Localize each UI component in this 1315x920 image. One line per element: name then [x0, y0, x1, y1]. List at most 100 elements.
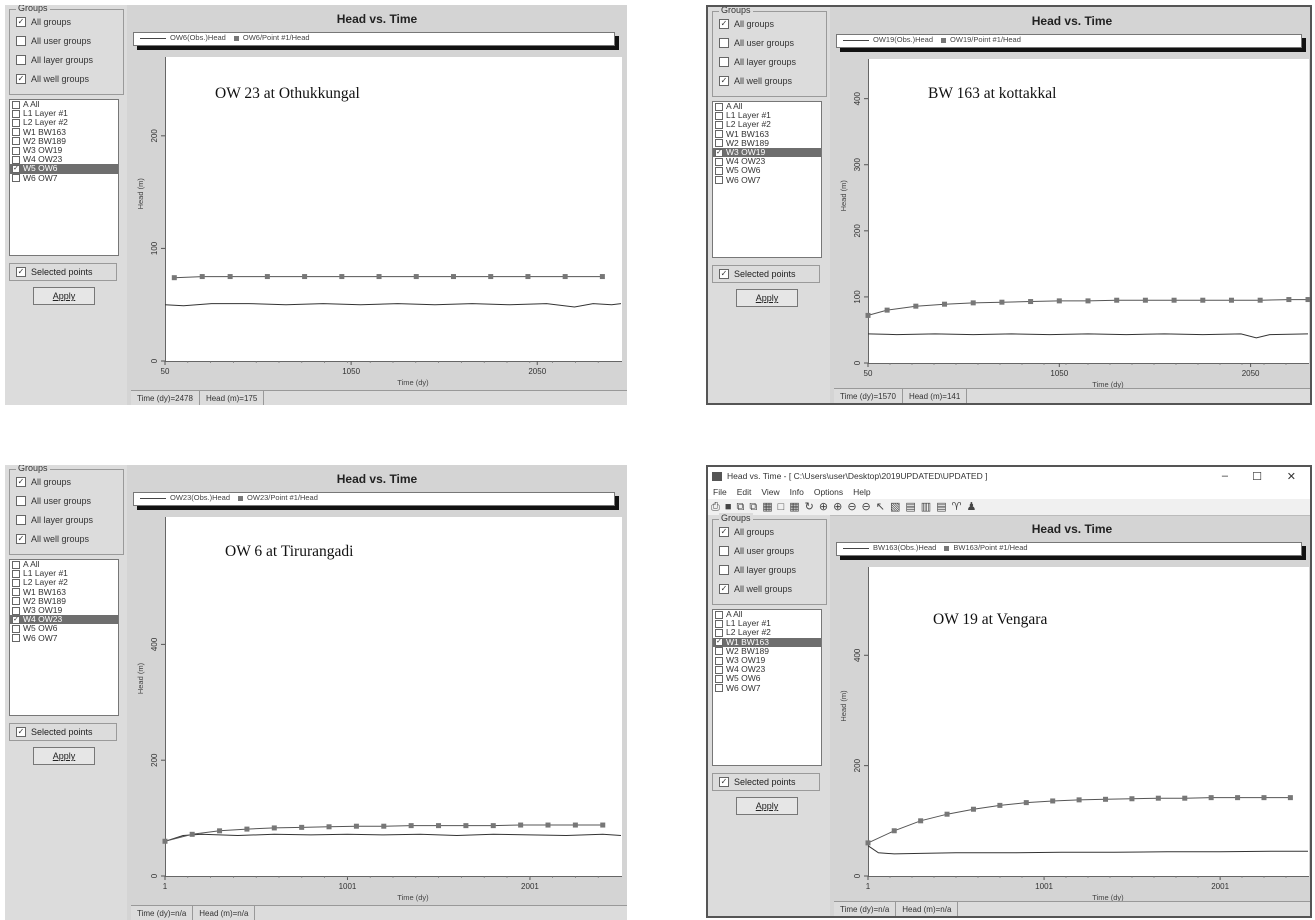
well-list-item[interactable]: W1 BW163	[713, 129, 821, 139]
menu-edit[interactable]: Edit	[736, 487, 752, 497]
well-list-item[interactable]: W4 OW23	[713, 665, 821, 674]
checkbox[interactable]	[12, 155, 20, 164]
well-list-item[interactable]: W2 BW189	[713, 138, 821, 148]
checkbox-checked[interactable]: ✓	[16, 534, 26, 544]
checkbox[interactable]	[12, 597, 20, 606]
well-list-item[interactable]: W6 OW7	[713, 175, 821, 185]
checkbox[interactable]	[719, 57, 729, 67]
well-list-item[interactable]: L2 Layer #2	[713, 628, 821, 637]
table-icon[interactable]: ▥	[920, 501, 932, 513]
checkbox[interactable]	[12, 109, 20, 118]
well-list-item[interactable]: ✓ W4 OW23	[10, 615, 118, 625]
checkbox[interactable]	[715, 111, 723, 120]
checkbox-checked[interactable]: ✓	[16, 727, 26, 737]
checkbox[interactable]	[12, 100, 20, 109]
well-list[interactable]: A All L1 Layer #1 L2 Layer #2 W1 BW163 W2 BW…	[9, 559, 119, 716]
checkbox[interactable]	[12, 569, 20, 578]
zoom-out-icon[interactable]: ⊖	[847, 501, 857, 513]
apply-button[interactable]: Apply	[33, 287, 95, 305]
well-list-item[interactable]: L1 Layer #1	[10, 109, 118, 118]
well-list-item[interactable]: W6 OW7	[10, 173, 118, 183]
well-list-item[interactable]: W3 OW19	[713, 656, 821, 665]
checkbox[interactable]	[715, 610, 723, 619]
selected-points-row[interactable]: ✓ Selected points	[9, 263, 117, 281]
well-list-item[interactable]: L1 Layer #1	[713, 111, 821, 120]
well-list[interactable]: A All L1 Layer #1 L2 Layer #2 W1 BW163 W2 BW…	[712, 101, 822, 258]
group-checkbox-row[interactable]: ✓ All groups	[16, 477, 71, 487]
well-list-item[interactable]: A All	[713, 610, 821, 619]
checkbox[interactable]	[719, 546, 729, 556]
checkbox[interactable]	[16, 55, 26, 65]
checkbox-checked[interactable]: ✓	[719, 76, 729, 86]
zoom-in-2-icon[interactable]: ⊕	[833, 501, 843, 513]
group-checkbox-row[interactable]: ✓ All well groups	[719, 76, 792, 86]
well-list-item[interactable]: A All	[10, 100, 118, 109]
well-list-item[interactable]: W6 OW7	[10, 633, 118, 643]
checkbox[interactable]	[715, 102, 723, 111]
group-checkbox-row[interactable]: All layer groups	[719, 565, 796, 575]
group-checkbox-row[interactable]: ✓ All well groups	[16, 74, 89, 84]
checkbox-checked[interactable]: ✓	[715, 148, 723, 157]
checkbox[interactable]	[719, 565, 729, 575]
group-checkbox-row[interactable]: ✓ All groups	[719, 19, 774, 29]
checkbox[interactable]	[12, 588, 20, 597]
well-list-item[interactable]: W4 OW23	[713, 157, 821, 166]
group-checkbox-row[interactable]: All user groups	[16, 496, 91, 506]
checkbox[interactable]	[12, 606, 20, 615]
minimize-button[interactable]: –	[1221, 470, 1228, 482]
menu-view[interactable]: View	[761, 487, 780, 497]
menu-options[interactable]: Options	[813, 487, 844, 497]
group-checkbox-row[interactable]: All user groups	[719, 38, 794, 48]
checkbox[interactable]	[715, 619, 723, 628]
group-checkbox-row[interactable]: ✓ All groups	[719, 527, 774, 537]
group-checkbox-row[interactable]: ✓ All groups	[16, 17, 71, 27]
copy-icon[interactable]: ⧉	[736, 501, 745, 513]
pointer-icon[interactable]: ↖	[875, 501, 885, 513]
group-checkbox-row[interactable]: All layer groups	[16, 515, 93, 525]
checkbox[interactable]	[715, 665, 723, 674]
checkbox-checked[interactable]: ✓	[16, 74, 26, 84]
checkbox[interactable]	[12, 624, 20, 633]
checkbox[interactable]	[715, 130, 723, 139]
rotate-icon[interactable]: ↻	[804, 501, 814, 513]
zoom-out-2-icon[interactable]: ⊖	[861, 501, 871, 513]
group-checkbox-row[interactable]: All user groups	[719, 546, 794, 556]
well-list-item[interactable]: A All	[713, 102, 821, 111]
well-list-item[interactable]: W1 BW163	[10, 127, 118, 137]
checkbox[interactable]	[715, 684, 723, 693]
chart-icon[interactable]: ▦	[789, 501, 800, 513]
well-list-item[interactable]: L2 Layer #2	[713, 120, 821, 129]
group-checkbox-row[interactable]: All layer groups	[719, 57, 796, 67]
well-list-item[interactable]: L2 Layer #2	[10, 118, 118, 127]
checkbox[interactable]	[12, 634, 20, 643]
well-list-item[interactable]: ✓ W1 BW163	[713, 637, 821, 647]
selected-points-row[interactable]: ✓ Selected points	[712, 773, 820, 791]
checkbox-checked[interactable]: ✓	[12, 164, 20, 173]
well-list-item[interactable]: L1 Layer #1	[713, 619, 821, 628]
grid-icon[interactable]: ▦	[762, 501, 773, 513]
menu-info[interactable]: Info	[789, 487, 804, 497]
well-list[interactable]: A All L1 Layer #1 L2 Layer #2 W1 BW163 W2 BW…	[9, 99, 119, 256]
checkbox[interactable]	[715, 139, 723, 148]
well-list-item[interactable]: L1 Layer #1	[10, 569, 118, 578]
well-list-item[interactable]: W5 OW6	[10, 624, 118, 633]
apply-button[interactable]: Apply	[736, 797, 798, 815]
box-icon[interactable]: □	[777, 501, 785, 513]
checkbox[interactable]	[715, 656, 723, 665]
zoom-in-icon[interactable]: ⊕	[818, 501, 829, 513]
selected-points-row[interactable]: ✓ Selected points	[712, 265, 820, 283]
well-list-item[interactable]: ✓ W5 OW6	[10, 164, 118, 174]
checkbox[interactable]	[16, 496, 26, 506]
well-list-item[interactable]: W2 BW189	[713, 646, 821, 656]
checkbox-checked[interactable]: ✓	[719, 777, 729, 787]
well-list-item[interactable]: W1 BW163	[10, 587, 118, 597]
well-list-item[interactable]: W3 OW19	[10, 606, 118, 615]
checkbox-checked[interactable]: ✓	[715, 638, 723, 647]
well-list-item[interactable]: L2 Layer #2	[10, 578, 118, 587]
checkbox[interactable]	[715, 628, 723, 637]
checkbox[interactable]	[12, 578, 20, 587]
checkbox[interactable]	[12, 137, 20, 146]
menu-help[interactable]: Help	[853, 487, 871, 497]
checkbox[interactable]	[16, 515, 26, 525]
list-icon[interactable]: ▤	[936, 501, 947, 513]
